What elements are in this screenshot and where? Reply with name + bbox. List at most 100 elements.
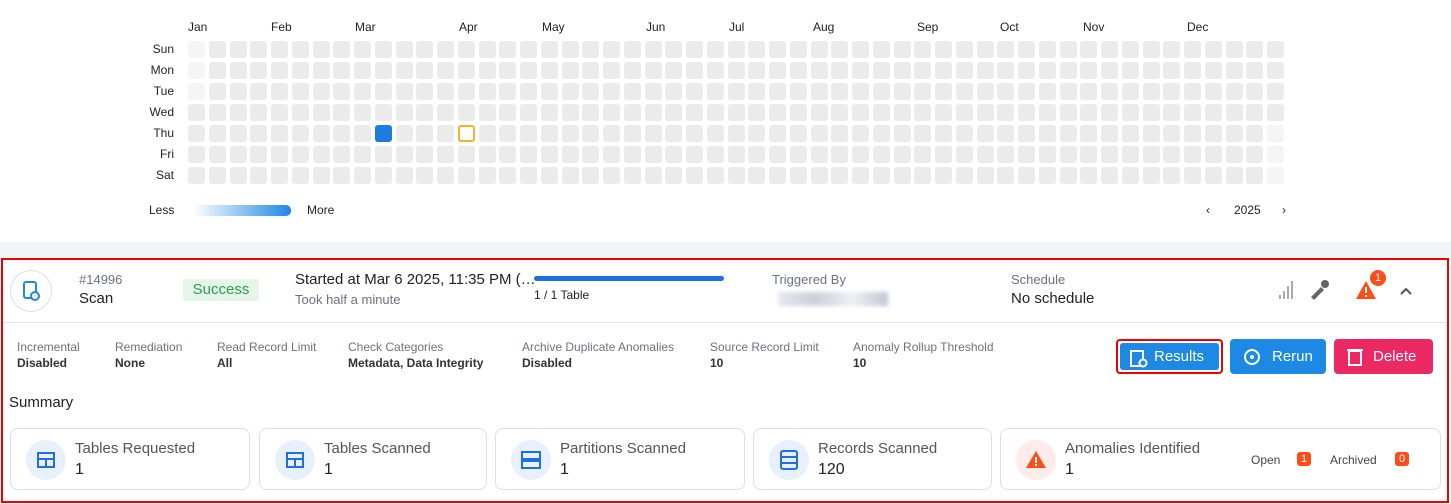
heatmap-cell (644, 62, 662, 79)
heatmap-cell (395, 125, 413, 142)
month-label: Jan (188, 20, 208, 34)
prev-year[interactable]: ‹ (1206, 203, 1210, 217)
heatmap-cell (872, 83, 890, 100)
heatmap-cell (1018, 83, 1035, 100)
results-button[interactable]: Results (1116, 339, 1223, 374)
heatmap-cell (686, 167, 703, 184)
heatmap-cell (250, 167, 268, 184)
heatmap-cell (354, 146, 371, 163)
heatmap-cell (478, 41, 496, 58)
heatmap-cell (665, 146, 683, 163)
archived-count: 0 (1395, 452, 1410, 466)
action-icons[interactable] (1275, 275, 1420, 305)
heatmap-cell (706, 146, 724, 163)
month-label: Jul (729, 20, 745, 34)
heatmap-cell (976, 167, 994, 184)
heatmap-cell (852, 83, 869, 100)
heatmap-cell (291, 125, 309, 142)
heatmap-cell (437, 125, 454, 142)
heatmap-cell (1101, 125, 1118, 142)
heatmap-cell (769, 167, 786, 184)
heatmap-cell (416, 167, 434, 184)
heatmap-cell (914, 146, 932, 163)
heatmap-cell (1121, 62, 1139, 79)
heatmap-cell (1080, 167, 1098, 184)
heatmap-cell (208, 167, 226, 184)
heatmap-cell (748, 104, 766, 121)
summary-card: Anomalies Identified 1 Open 1 Archived 0 (1000, 428, 1441, 490)
heatmap-cell (1267, 41, 1284, 58)
heatmap-cell (520, 62, 537, 79)
param-value: 10 (853, 356, 867, 370)
legend-less: Less (149, 203, 175, 217)
alert-count: 1 (1370, 270, 1386, 286)
heatmap-cell (540, 104, 558, 121)
param-value: Disabled (17, 356, 68, 370)
heatmap-cell (312, 167, 330, 184)
summary-card: Tables Scanned 1 (259, 428, 487, 490)
heatmap-cell (312, 62, 330, 79)
day-label: Sat (155, 168, 174, 182)
heatmap-cell (686, 41, 703, 58)
heatmap-cell (1142, 41, 1160, 58)
heatmap-cell (852, 125, 869, 142)
param-label: Remediation (115, 340, 183, 354)
heatmap-cell (312, 104, 330, 121)
heatmap-cell (333, 125, 351, 142)
heatmap-cell (582, 125, 600, 142)
card-label: Tables Scanned (324, 440, 431, 457)
param-label: Check Categories (348, 340, 444, 354)
heatmap-cell (810, 125, 828, 142)
heatmap-cell (291, 146, 309, 163)
heatmap-cell (540, 125, 558, 142)
heatmap-cell (1163, 41, 1181, 58)
heatmap-cell (333, 41, 351, 58)
heatmap-cell (416, 104, 434, 121)
heatmap-cell (1038, 41, 1056, 58)
heatmap-cell (250, 104, 268, 121)
heatmap-cell (354, 41, 371, 58)
next-year[interactable]: › (1282, 203, 1286, 217)
heatmap-cell (1184, 104, 1201, 121)
heatmap-cell (229, 104, 247, 121)
month-label: Aug (813, 20, 835, 34)
heatmap-cell (1267, 62, 1284, 79)
heatmap-cell (395, 104, 413, 121)
heatmap-cell (374, 83, 392, 100)
heatmap-cell (603, 62, 620, 79)
summary-card: Records Scanned 120 (753, 428, 992, 490)
heatmap-cell (561, 104, 579, 121)
heatmap-cell (499, 83, 517, 100)
heatmap-cell (229, 83, 247, 100)
card-icon (511, 440, 551, 480)
heatmap-cell (1018, 104, 1035, 121)
card-label: Tables Requested (75, 440, 196, 457)
heatmap-cell (499, 104, 517, 121)
heatmap-cell (955, 146, 973, 163)
heatmap-cell (1142, 104, 1160, 121)
heatmap-cell (416, 125, 434, 142)
heatmap-cell (1204, 41, 1222, 58)
heatmap-cell (1267, 125, 1284, 142)
param-value: 10 (710, 356, 724, 370)
heatmap-cell (644, 104, 662, 121)
heatmap-cell (520, 167, 537, 184)
heatmap-cell (437, 62, 454, 79)
param-value: All (217, 356, 233, 370)
heatmap-cell (1225, 41, 1243, 58)
button-label: Rerun (1272, 348, 1313, 365)
month-label: Nov (1083, 20, 1105, 34)
heatmap-cell (312, 146, 330, 163)
heatmap-cell (437, 41, 454, 58)
heatmap-cell (955, 83, 973, 100)
rerun-button[interactable]: Rerun (1230, 339, 1326, 374)
delete-button[interactable]: Delete (1334, 339, 1433, 374)
heatmap-cell (727, 41, 745, 58)
heatmap-cell (208, 41, 226, 58)
heatmap-cell (1204, 62, 1222, 79)
heatmap-cell (603, 125, 620, 142)
heatmap-cell (520, 104, 537, 121)
heatmap-cell (831, 146, 849, 163)
heatmap-cell (208, 146, 226, 163)
heatmap-cell (188, 167, 205, 184)
